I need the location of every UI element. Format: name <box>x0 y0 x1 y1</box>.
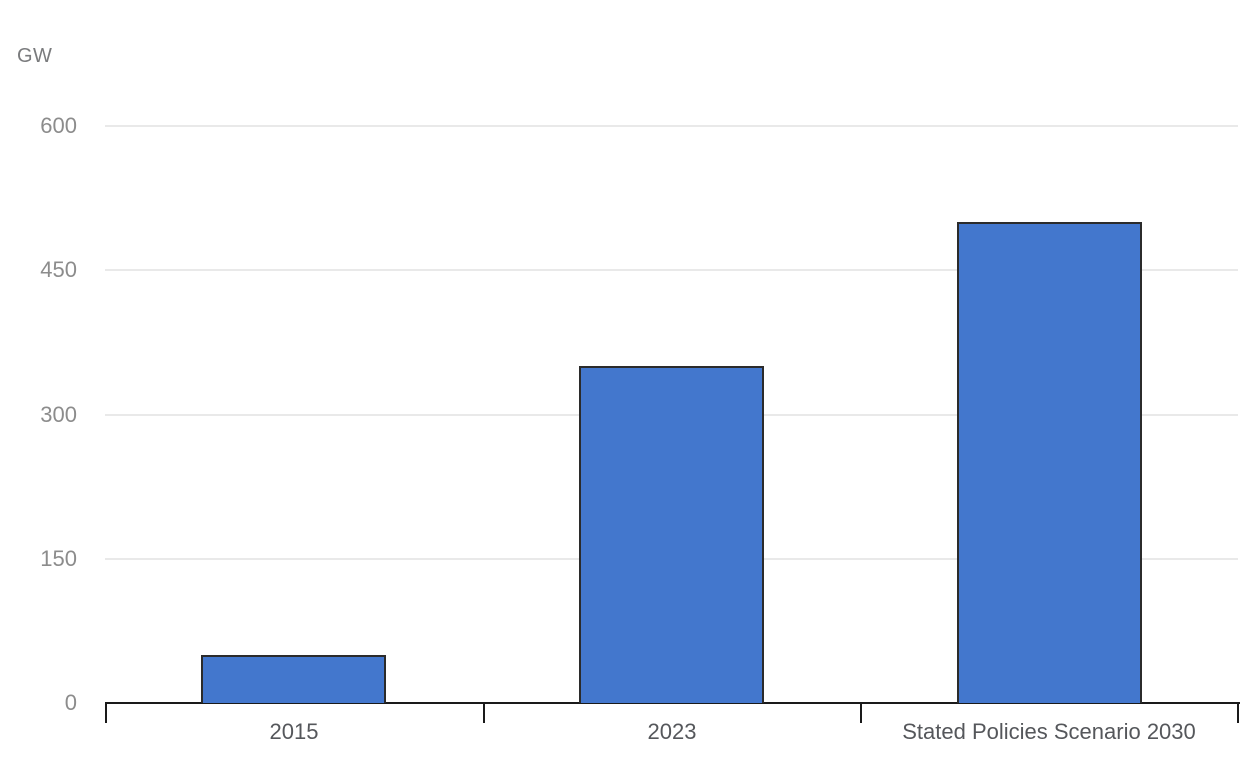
x-axis-label-stated-policies-scenario-2030: Stated Policies Scenario 2030 <box>902 719 1196 744</box>
y-axis-tick-label-150: 150 <box>40 545 77 571</box>
y-axis-tick-label-450: 450 <box>40 257 77 283</box>
x-axis-boundary-tick <box>1237 704 1239 723</box>
x-axis-label-2023: 2023 <box>647 719 697 744</box>
x-axis-boundary-tick <box>860 704 863 723</box>
x-axis-line <box>105 702 1240 704</box>
y-axis-tick-label-0: 0 <box>64 690 77 715</box>
y-axis-tick-label-600: 600 <box>40 113 77 138</box>
bar-2023[interactable] <box>579 366 764 703</box>
bar-2015[interactable] <box>201 655 386 703</box>
y-axis-tick-label-300: 300 <box>40 401 77 427</box>
x-axis-boundary-tick <box>482 704 485 723</box>
y-axis-unit-label: GW <box>17 45 53 67</box>
x-axis-label-2015: 2015 <box>269 719 319 744</box>
x-axis-boundary-tick <box>105 704 107 723</box>
bar-stated-policies-scenario-2030[interactable] <box>957 222 1142 703</box>
gridline-600 <box>105 125 1238 127</box>
gridline-450 <box>105 269 1238 272</box>
